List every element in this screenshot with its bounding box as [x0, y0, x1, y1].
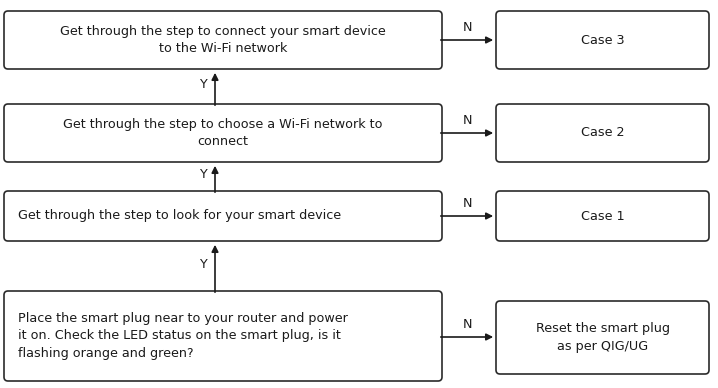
Text: Y: Y [200, 168, 207, 182]
Text: Case 2: Case 2 [581, 126, 624, 140]
FancyBboxPatch shape [496, 301, 709, 374]
Text: Y: Y [200, 78, 207, 92]
Text: Place the smart plug near to your router and power
it on. Check the LED status o: Place the smart plug near to your router… [18, 312, 348, 360]
Text: Case 3: Case 3 [581, 33, 625, 47]
FancyBboxPatch shape [4, 104, 442, 162]
Text: Get through the step to connect your smart device
to the Wi-Fi network: Get through the step to connect your sma… [60, 25, 386, 55]
FancyBboxPatch shape [496, 11, 709, 69]
Text: N: N [462, 114, 472, 127]
Text: Get through the step to look for your smart device: Get through the step to look for your sm… [18, 210, 341, 222]
Text: N: N [462, 197, 472, 210]
Text: Get through the step to choose a Wi-Fi network to
connect: Get through the step to choose a Wi-Fi n… [63, 118, 383, 148]
Text: Case 1: Case 1 [581, 210, 625, 222]
Text: N: N [462, 318, 472, 331]
Text: Reset the smart plug
as per QIG/UG: Reset the smart plug as per QIG/UG [536, 322, 669, 353]
Text: N: N [462, 21, 472, 34]
FancyBboxPatch shape [496, 191, 709, 241]
Text: Y: Y [200, 258, 207, 271]
FancyBboxPatch shape [4, 291, 442, 381]
FancyBboxPatch shape [496, 104, 709, 162]
FancyBboxPatch shape [4, 11, 442, 69]
FancyBboxPatch shape [4, 191, 442, 241]
